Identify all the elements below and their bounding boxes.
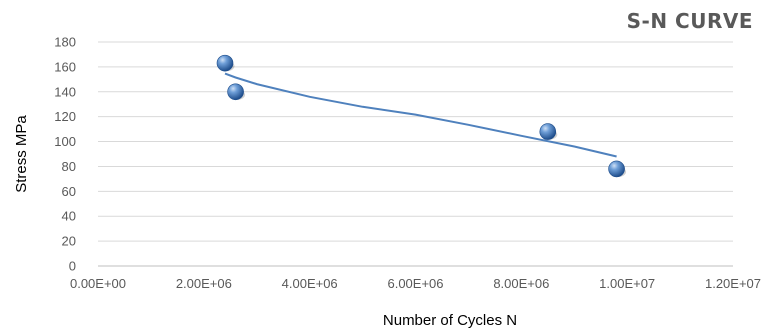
data-point	[227, 83, 244, 101]
data-points	[216, 54, 627, 178]
y-tick-label: 180	[54, 35, 76, 50]
y-tick-label: 80	[62, 159, 76, 174]
y-axis-label: Stress MPa	[13, 115, 30, 193]
x-tick-label: 1.20E+07	[705, 276, 761, 291]
y-tick-label: 100	[54, 134, 76, 149]
x-tick-label: 1.00E+07	[599, 276, 655, 291]
data-point	[608, 160, 625, 178]
trendline-layer	[224, 72, 617, 158]
chart-title: S-N CURVE	[627, 9, 753, 33]
data-point	[216, 54, 234, 72]
gridlines	[98, 41, 733, 242]
labels: 0 20 40 60 80 100 120 140 160 180 0.00E+00 2.00E+06…	[13, 9, 761, 329]
y-tick-label: 120	[54, 109, 76, 124]
y-tick-label: 60	[62, 184, 76, 199]
y-tick-label: 160	[54, 59, 76, 74]
y-tick-label: 0	[69, 259, 76, 274]
x-tick-label: 0.00E+00	[70, 276, 126, 291]
y-tick-label: 40	[62, 209, 76, 224]
trendline	[224, 72, 617, 158]
data-point	[539, 123, 557, 140]
x-tick-label: 4.00E+06	[282, 276, 338, 291]
x-tick-label: 6.00E+06	[387, 276, 443, 291]
y-tick-label: 140	[54, 84, 76, 99]
x-tick-label: 2.00E+06	[176, 276, 232, 291]
x-tick-label: 8.00E+06	[493, 276, 549, 291]
x-axis-label: Number of Cycles N	[383, 312, 517, 329]
y-tick-label: 20	[62, 234, 76, 249]
